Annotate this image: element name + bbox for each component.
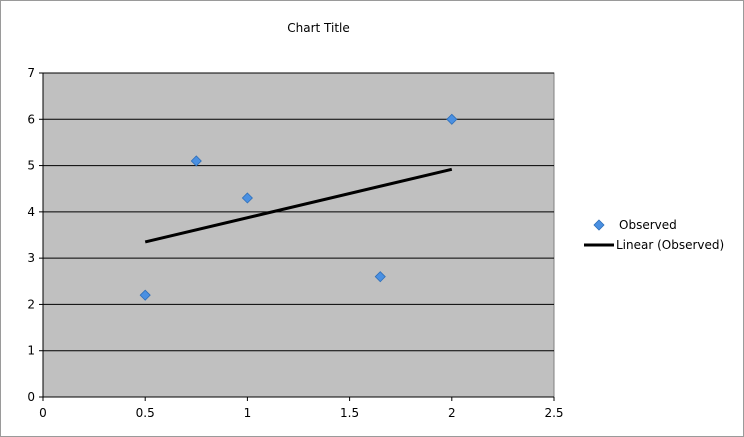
legend-marker-observed: [593, 219, 605, 231]
x-tick-label-3: 1.5: [340, 406, 359, 420]
y-tick-label-7: 7: [27, 66, 35, 80]
data-point-0-1: [190, 155, 202, 167]
legend-label-observed: Observed: [619, 218, 677, 232]
y-tick-label-4: 4: [27, 205, 35, 219]
x-tick-label-1: 0.5: [136, 406, 155, 420]
data-point-0-3: [374, 271, 386, 283]
y-tick-label-0: 0: [27, 390, 35, 404]
y-tick-label-6: 6: [27, 112, 35, 126]
y-tick-label-1: 1: [27, 344, 35, 358]
data-point-0-4: [446, 113, 458, 125]
data-point-0-0: [139, 289, 151, 301]
y-tick-label-5: 5: [27, 159, 35, 173]
trendline: [144, 167, 453, 244]
data-point-0-2: [241, 192, 253, 204]
legend-label-trendline: Linear (Observed): [616, 238, 724, 252]
x-tick-label-2: 1: [244, 406, 252, 420]
plot-area: [42, 72, 555, 398]
x-tick-label-0: 0: [39, 406, 47, 420]
y-tick-label-2: 2: [27, 297, 35, 311]
x-tick-label-4: 2: [448, 406, 456, 420]
chart-title: Chart Title: [287, 21, 350, 35]
y-tick-label-3: 3: [27, 251, 35, 265]
x-tick-label-5: 2.5: [544, 406, 563, 420]
